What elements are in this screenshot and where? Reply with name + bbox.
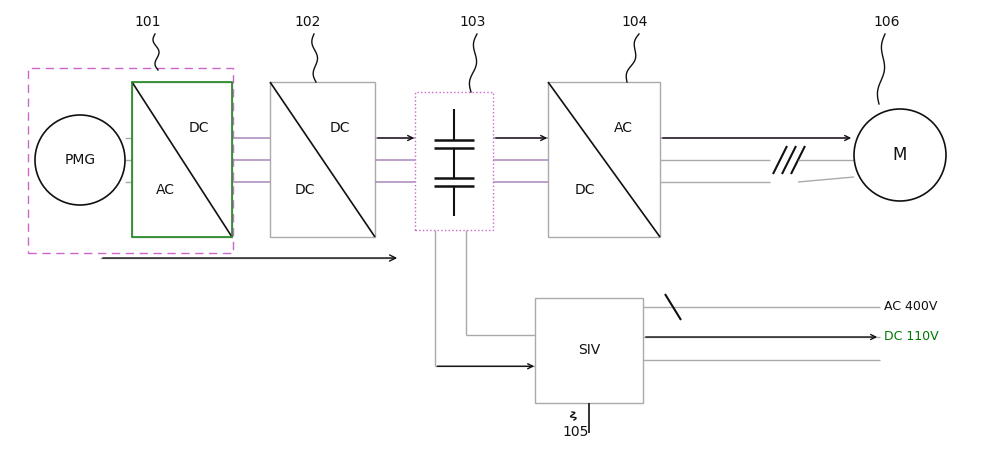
Text: DC: DC (189, 122, 209, 135)
Text: DC 110V: DC 110V (884, 330, 939, 343)
Bar (132, 82, 232, 237)
Text: AC 400V: AC 400V (884, 301, 937, 314)
Text: AC: AC (156, 184, 175, 198)
Text: DC: DC (294, 184, 315, 198)
Circle shape (854, 109, 946, 201)
Bar (535, 298, 643, 403)
Bar (270, 82, 375, 237)
Bar (132, 82, 232, 237)
Text: DC: DC (575, 184, 595, 198)
Text: 105: 105 (563, 425, 589, 439)
Text: AC: AC (614, 122, 633, 135)
Circle shape (35, 115, 125, 205)
Text: PMG: PMG (64, 153, 96, 167)
Text: 103: 103 (460, 15, 486, 29)
Text: 102: 102 (295, 15, 321, 29)
Text: SIV: SIV (578, 343, 600, 357)
Bar (548, 82, 660, 237)
Text: DC: DC (330, 122, 351, 135)
Text: 106: 106 (874, 15, 900, 29)
Text: 101: 101 (135, 15, 161, 29)
Text: M: M (893, 146, 907, 164)
Text: 104: 104 (622, 15, 648, 29)
Bar (28, 68, 233, 253)
Bar (415, 92, 493, 230)
